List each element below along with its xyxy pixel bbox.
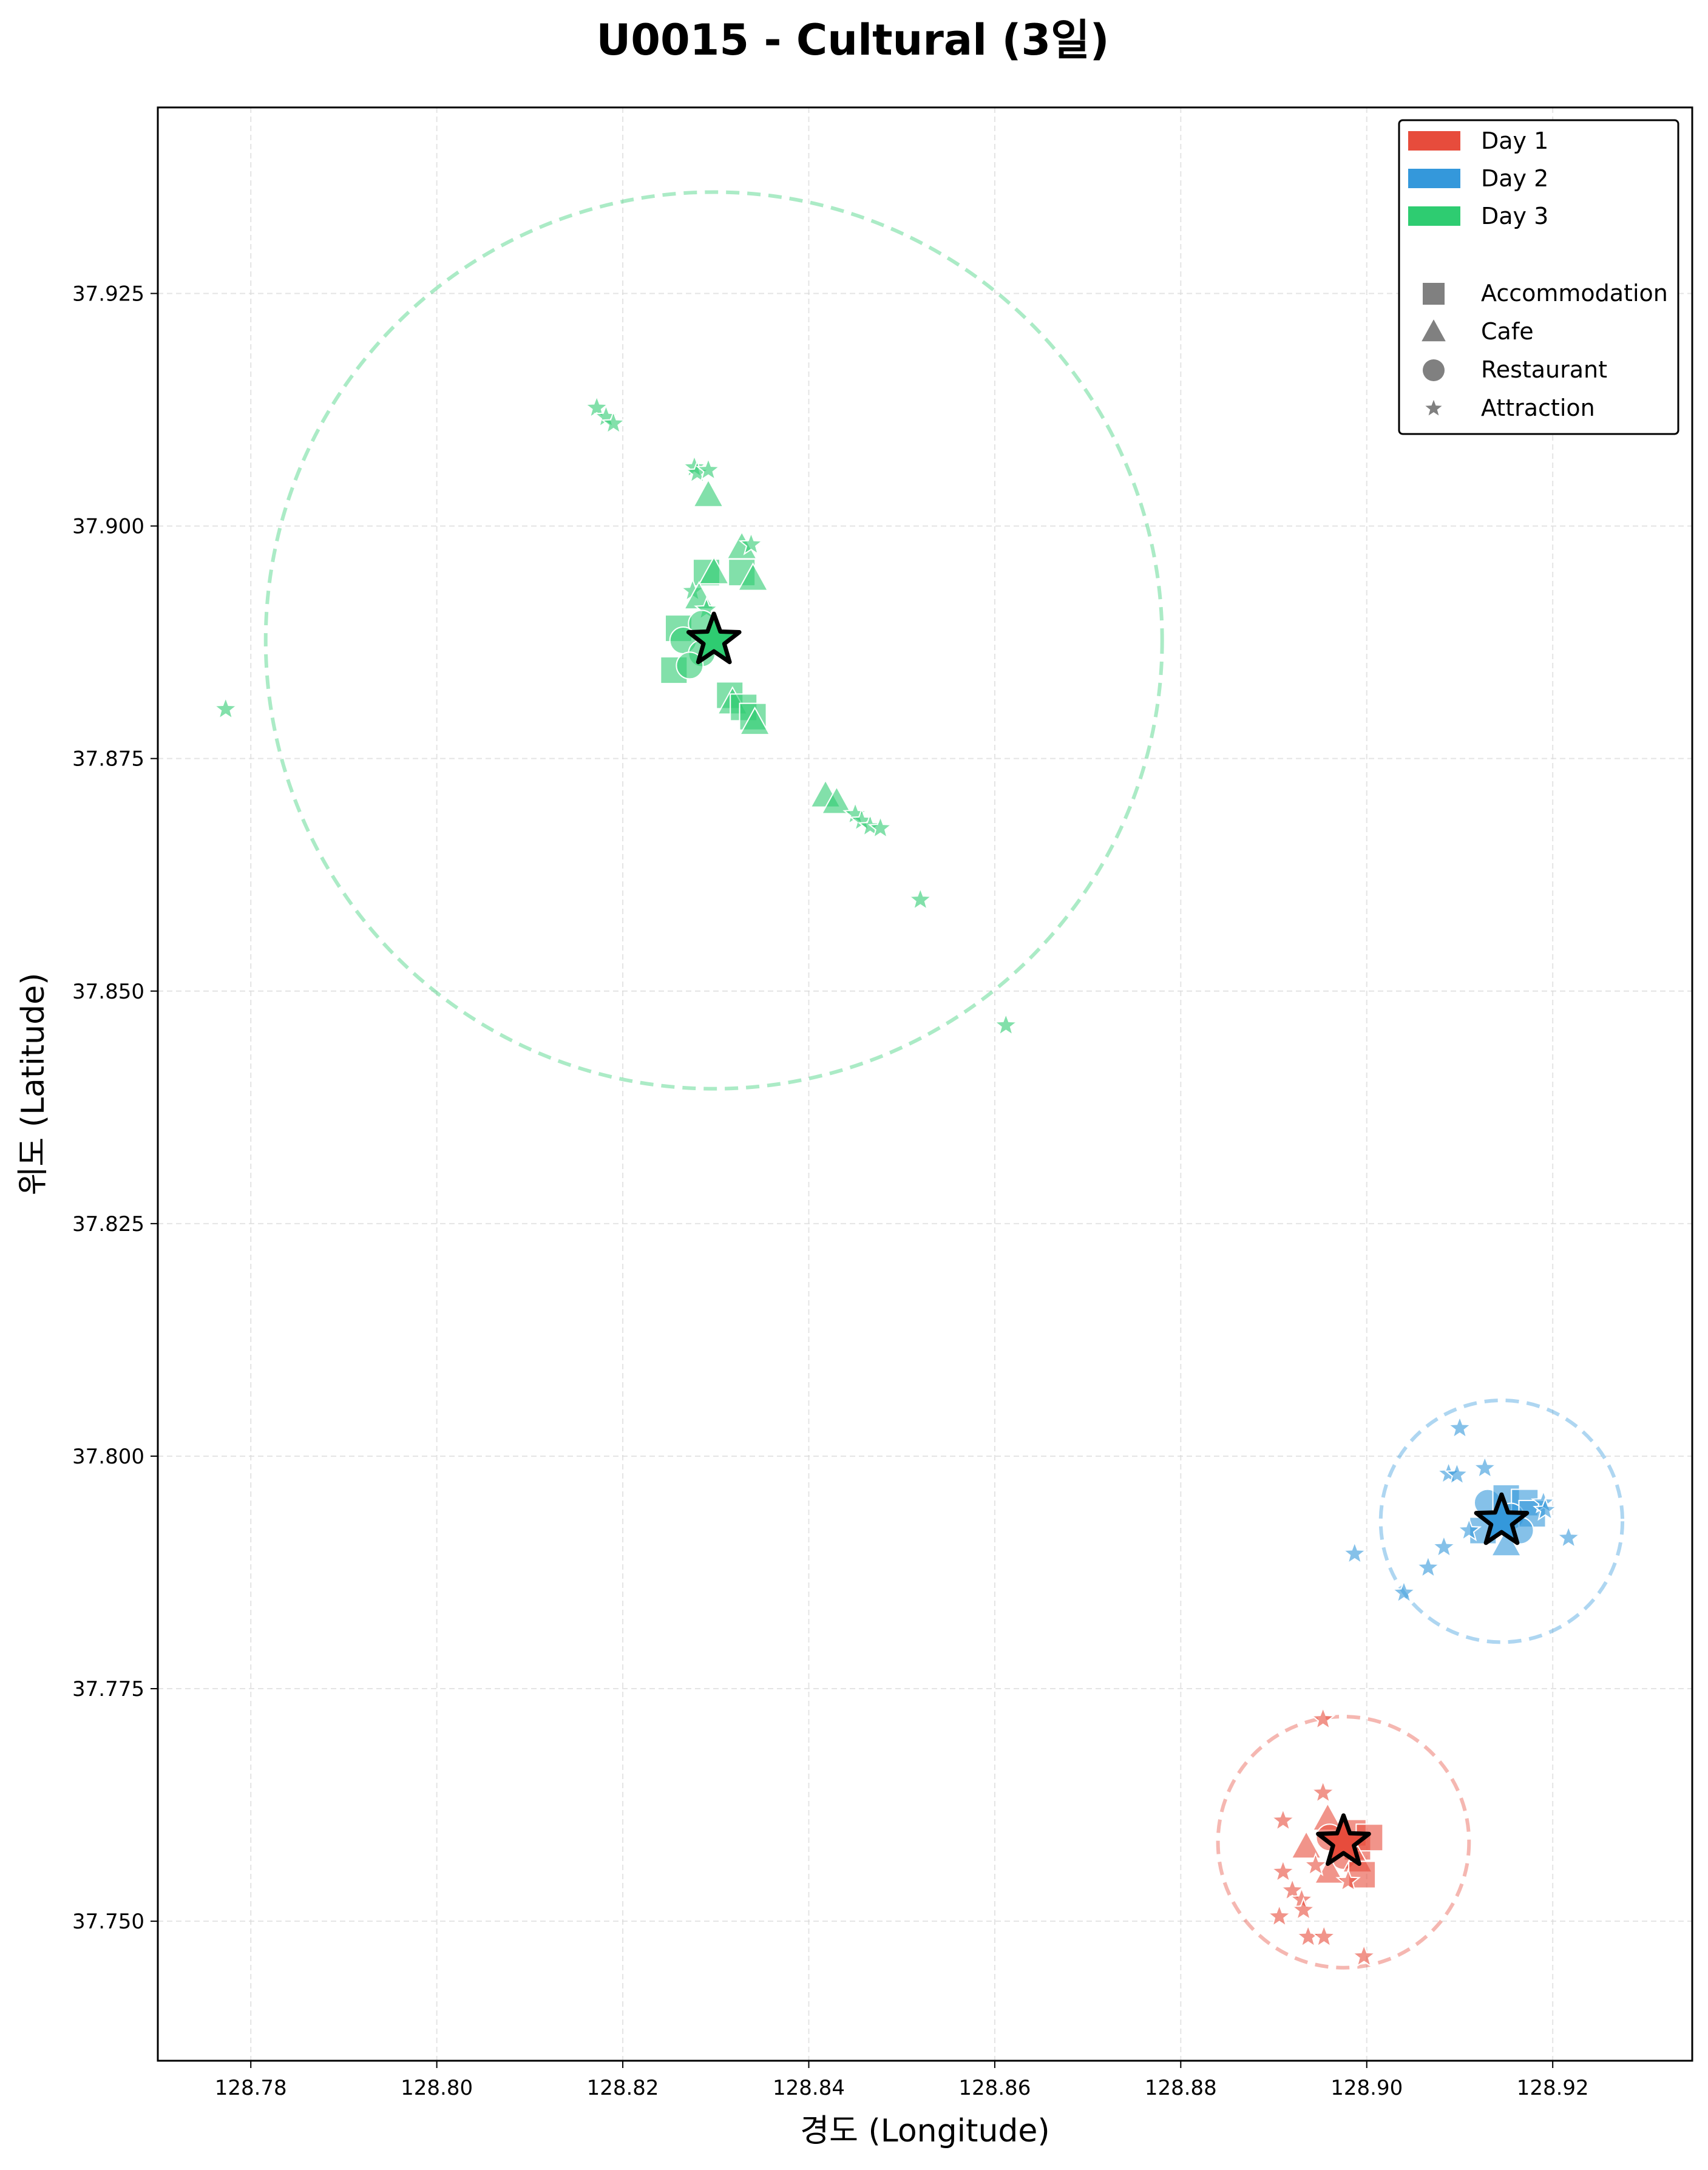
attraction-marker xyxy=(1533,1496,1558,1521)
cafe-marker xyxy=(1422,319,1446,342)
x-axis-label: 경도 (Longitude) xyxy=(800,2113,1049,2149)
attraction-marker xyxy=(601,410,626,435)
y-tick-label: 37.925 xyxy=(72,282,144,306)
legend: Day 1 Day 2 Day 3 Accommodation Cafe Restaura… xyxy=(1398,119,1679,435)
y-tick-label: 37.900 xyxy=(72,515,144,539)
y-tick-label: 37.775 xyxy=(72,1677,144,1701)
attraction-marker xyxy=(213,696,239,721)
legend-swatch-day-1 xyxy=(1408,131,1460,151)
legend-label-day-3: Day 3 xyxy=(1481,203,1548,229)
accommodation-marker xyxy=(1423,283,1445,305)
attraction-marker xyxy=(696,456,721,481)
plot-frame xyxy=(157,106,1693,2062)
day-radius-circle xyxy=(1216,1715,1471,1970)
attraction-marker xyxy=(1335,1868,1361,1892)
cafe-marker xyxy=(739,707,771,736)
attraction-marker xyxy=(1290,1896,1317,1921)
day-radius-circle xyxy=(1378,1399,1625,1644)
chart-title: U0015 - Cultural (3일) xyxy=(596,15,1109,65)
legend-label-day-1: Day 1 xyxy=(1481,127,1548,154)
legend-box xyxy=(1398,119,1679,435)
attraction-marker xyxy=(1310,1779,1336,1804)
x-tick-label: 128.92 xyxy=(1517,2076,1589,2100)
restaurant-marker xyxy=(1423,359,1445,381)
attraction-marker xyxy=(1391,1579,1417,1604)
cafe-marker xyxy=(821,785,853,815)
attraction-marker xyxy=(738,531,764,555)
day-radius-circle xyxy=(263,190,1164,1091)
y-tick-label: 37.825 xyxy=(72,1212,144,1236)
attraction-marker xyxy=(907,886,934,911)
cafe-marker xyxy=(693,478,724,507)
attraction-marker xyxy=(1556,1524,1582,1549)
day-center-star xyxy=(1316,1813,1371,1866)
attraction-marker xyxy=(1267,1903,1292,1928)
attraction-marker xyxy=(1279,1877,1306,1902)
y-axis-label: 위도 (Latitude) xyxy=(15,973,52,1196)
x-tick-label: 128.80 xyxy=(401,2076,473,2100)
y-tick-label: 37.800 xyxy=(72,1445,144,1469)
cafe-marker xyxy=(737,562,769,591)
x-tick-label: 128.84 xyxy=(773,2076,845,2100)
attraction-marker xyxy=(1351,1943,1377,1967)
attraction-marker xyxy=(1472,1455,1498,1479)
y-tick-label: 37.875 xyxy=(72,747,144,771)
attraction-marker xyxy=(1311,1924,1337,1948)
legend-label-restaurant: Restaurant xyxy=(1481,356,1607,383)
attraction-marker xyxy=(1310,1706,1336,1731)
legend-label-accommodation: Accommodation xyxy=(1481,280,1668,307)
legend-swatch-day-2 xyxy=(1408,169,1460,188)
cafe-marker xyxy=(1290,1830,1323,1859)
y-tick-label: 37.750 xyxy=(72,1910,144,1934)
attraction-marker xyxy=(1415,1554,1441,1579)
x-tick-label: 128.90 xyxy=(1330,2076,1403,2100)
attraction-marker xyxy=(1342,1541,1367,1565)
attraction-marker xyxy=(1303,1852,1329,1876)
attraction-marker xyxy=(1270,1807,1296,1832)
x-tick-label: 128.86 xyxy=(958,2076,1031,2100)
attraction-marker xyxy=(584,395,609,419)
data-points xyxy=(213,395,1582,1967)
legend-label-attraction: Attraction xyxy=(1481,395,1595,421)
day-center-star xyxy=(1474,1492,1530,1545)
legend-label-cafe: Cafe xyxy=(1481,318,1534,345)
attraction-marker xyxy=(1456,1517,1482,1542)
attraction-marker xyxy=(1425,399,1442,416)
cafe-marker xyxy=(1313,1855,1346,1884)
legend-label-day-2: Day 2 xyxy=(1481,165,1548,192)
attraction-marker xyxy=(1447,1415,1472,1439)
x-axis-ticks: 128.78 128.80 128.82 128.84 128.86 128.88 128.… xyxy=(215,2061,1589,2100)
attraction-marker xyxy=(993,1012,1019,1037)
day-radius-circles xyxy=(263,190,1625,1970)
x-tick-label: 128.88 xyxy=(1145,2076,1217,2100)
y-tick-label: 37.850 xyxy=(72,980,144,1004)
restaurant-marker xyxy=(676,651,704,680)
attraction-marker xyxy=(1431,1534,1457,1558)
x-tick-label: 128.78 xyxy=(215,2076,287,2100)
day-center-stars xyxy=(686,611,1530,1866)
cafe-marker xyxy=(698,555,730,585)
legend-swatch-day-3 xyxy=(1408,206,1460,226)
y-axis-ticks: 37.750 37.775 37.800 37.825 37.850 37.875 37.9… xyxy=(72,282,158,1934)
attraction-marker xyxy=(867,815,893,839)
attraction-marker xyxy=(1270,1859,1296,1883)
attraction-marker xyxy=(1444,1461,1470,1486)
day-center-star xyxy=(686,611,742,665)
x-tick-label: 128.82 xyxy=(587,2076,659,2100)
